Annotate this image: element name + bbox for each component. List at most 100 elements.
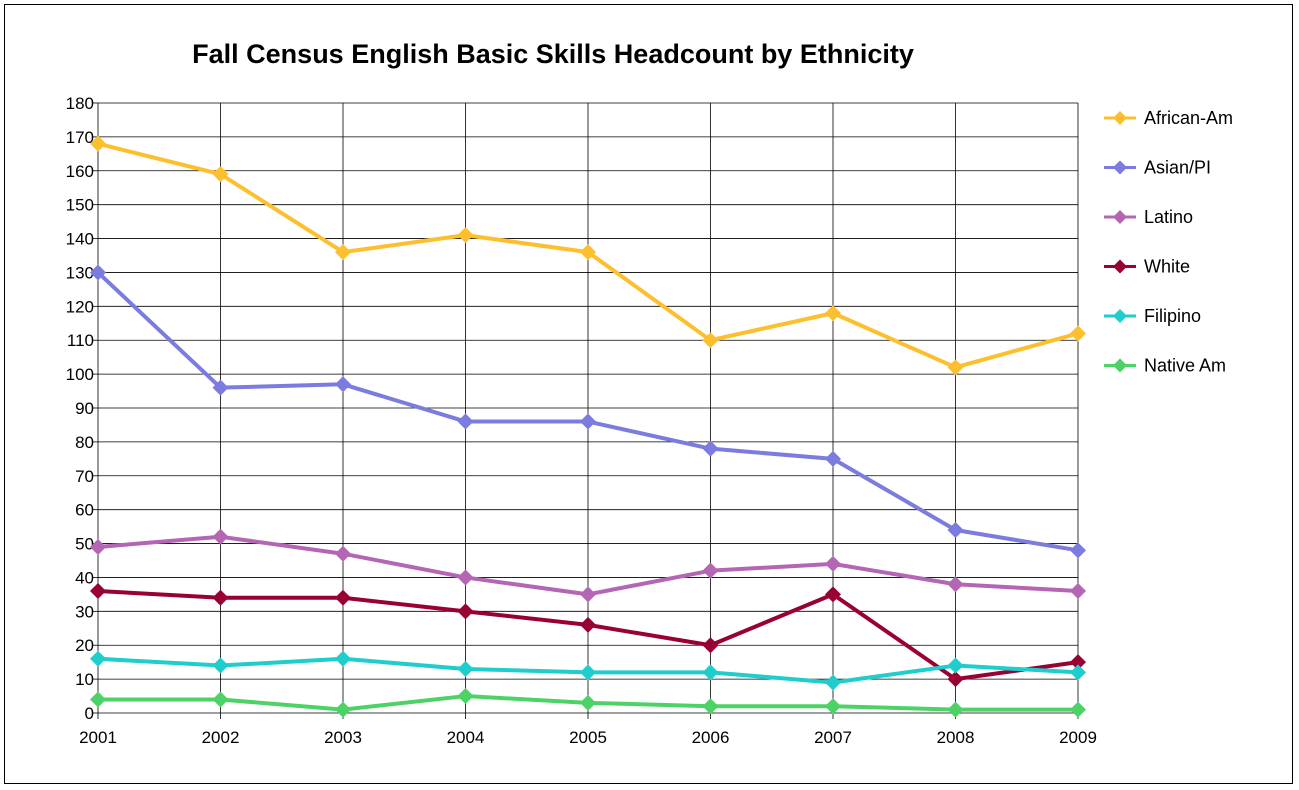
x-tick-label: 2003	[324, 728, 362, 747]
series-african-am	[90, 135, 1086, 376]
y-tick-label: 40	[75, 568, 94, 587]
data-point	[580, 616, 596, 633]
data-point	[825, 450, 841, 467]
data-point	[90, 135, 106, 152]
data-point	[335, 701, 351, 718]
y-tick-label: 70	[75, 467, 94, 486]
y-axis-ticks: 0 10 20 30 40 50 60 70 80 90 100 110 120 130 140 150 160…	[66, 94, 98, 723]
data-point	[457, 603, 474, 620]
legend-item: Asian/PI	[1104, 158, 1211, 178]
data-point	[1070, 654, 1086, 671]
data-point	[212, 166, 229, 183]
y-tick-label: 110	[67, 331, 94, 350]
data-point	[825, 555, 841, 572]
y-tick-label: 50	[75, 535, 94, 554]
legend-label: African-Am	[1144, 108, 1233, 128]
data-point	[825, 698, 841, 715]
x-tick-label: 2006	[692, 728, 730, 747]
series-latino	[90, 528, 1086, 603]
data-point	[335, 650, 351, 667]
y-tick-label: 160	[66, 162, 94, 181]
data-point	[457, 413, 474, 430]
data-point	[212, 691, 229, 708]
x-tick-label: 2001	[79, 728, 117, 747]
data-point	[825, 586, 841, 603]
data-point	[212, 589, 229, 606]
data-point	[947, 522, 964, 538]
data-point	[1070, 664, 1086, 681]
legend-item: Filipino	[1104, 306, 1201, 326]
data-point	[212, 379, 229, 396]
data-point	[90, 264, 106, 281]
y-tick-label: 0	[85, 704, 94, 723]
legend-marker	[1113, 358, 1127, 373]
data-point	[947, 701, 964, 718]
data-point	[335, 376, 351, 393]
data-point	[702, 637, 719, 654]
x-axis-ticks: 2001 2002 2003 2004 2005 2006 2007 2008 2009	[79, 713, 1097, 747]
data-point	[1070, 583, 1086, 599]
x-tick-label: 2004	[447, 728, 485, 747]
legend-label: Native Am	[1144, 356, 1226, 376]
data-point	[457, 660, 474, 677]
y-tick-label: 100	[66, 365, 94, 384]
data-point	[90, 538, 106, 555]
y-tick-label: 30	[75, 602, 94, 621]
series-filipino	[90, 650, 1086, 691]
data-point	[335, 244, 351, 261]
legend-marker	[1113, 210, 1127, 224]
data-point	[947, 576, 964, 593]
x-tick-label: 2009	[1059, 728, 1097, 747]
y-tick-label: 60	[75, 501, 94, 520]
legend-label: Asian/PI	[1144, 158, 1211, 178]
y-tick-label: 130	[66, 263, 94, 282]
data-point	[90, 650, 106, 667]
data-point	[702, 664, 719, 681]
y-tick-label: 80	[75, 433, 94, 452]
series-white	[90, 583, 1086, 688]
y-tick-label: 140	[66, 230, 94, 249]
legend-marker	[1113, 160, 1127, 175]
line-chart: Fall Census English Basic Skills Headcou…	[66, 39, 1233, 747]
y-tick-label: 120	[66, 297, 94, 316]
data-point	[90, 691, 106, 708]
data-point	[947, 657, 964, 674]
data-point	[335, 545, 351, 562]
data-point	[457, 569, 474, 586]
x-tick-label: 2005	[569, 728, 607, 747]
data-point	[947, 359, 964, 376]
y-tick-label: 20	[75, 636, 94, 655]
data-point	[825, 674, 841, 691]
legend-marker	[1113, 309, 1127, 323]
data-point	[580, 694, 596, 711]
data-point	[1070, 325, 1086, 342]
legend-item: Latino	[1104, 207, 1193, 227]
data-point	[212, 528, 229, 545]
data-point	[90, 583, 106, 599]
legend-marker	[1113, 259, 1127, 274]
data-point	[335, 589, 351, 606]
y-tick-label: 10	[75, 670, 94, 689]
data-point	[212, 657, 229, 674]
x-tick-label: 2007	[814, 728, 852, 747]
data-point	[580, 664, 596, 681]
legend-label: White	[1144, 257, 1190, 277]
data-point	[702, 698, 719, 715]
data-point	[947, 671, 964, 688]
data-point	[580, 244, 596, 261]
legend-label: Filipino	[1144, 306, 1201, 326]
legend-item: White	[1104, 257, 1190, 277]
legend-marker	[1113, 111, 1127, 125]
data-point	[702, 562, 719, 579]
data-point	[580, 586, 596, 603]
y-tick-label: 170	[66, 128, 94, 147]
y-tick-label: 180	[66, 94, 94, 113]
data-point	[1070, 701, 1086, 718]
series-native-am	[90, 688, 1086, 718]
legend: African-Am Asian/PI Latino White Filipino Nat…	[1104, 108, 1233, 376]
data-point	[702, 440, 719, 457]
x-tick-label: 2008	[937, 728, 975, 747]
data-point	[580, 413, 596, 430]
series-group	[90, 135, 1086, 718]
legend-item: African-Am	[1104, 108, 1233, 128]
